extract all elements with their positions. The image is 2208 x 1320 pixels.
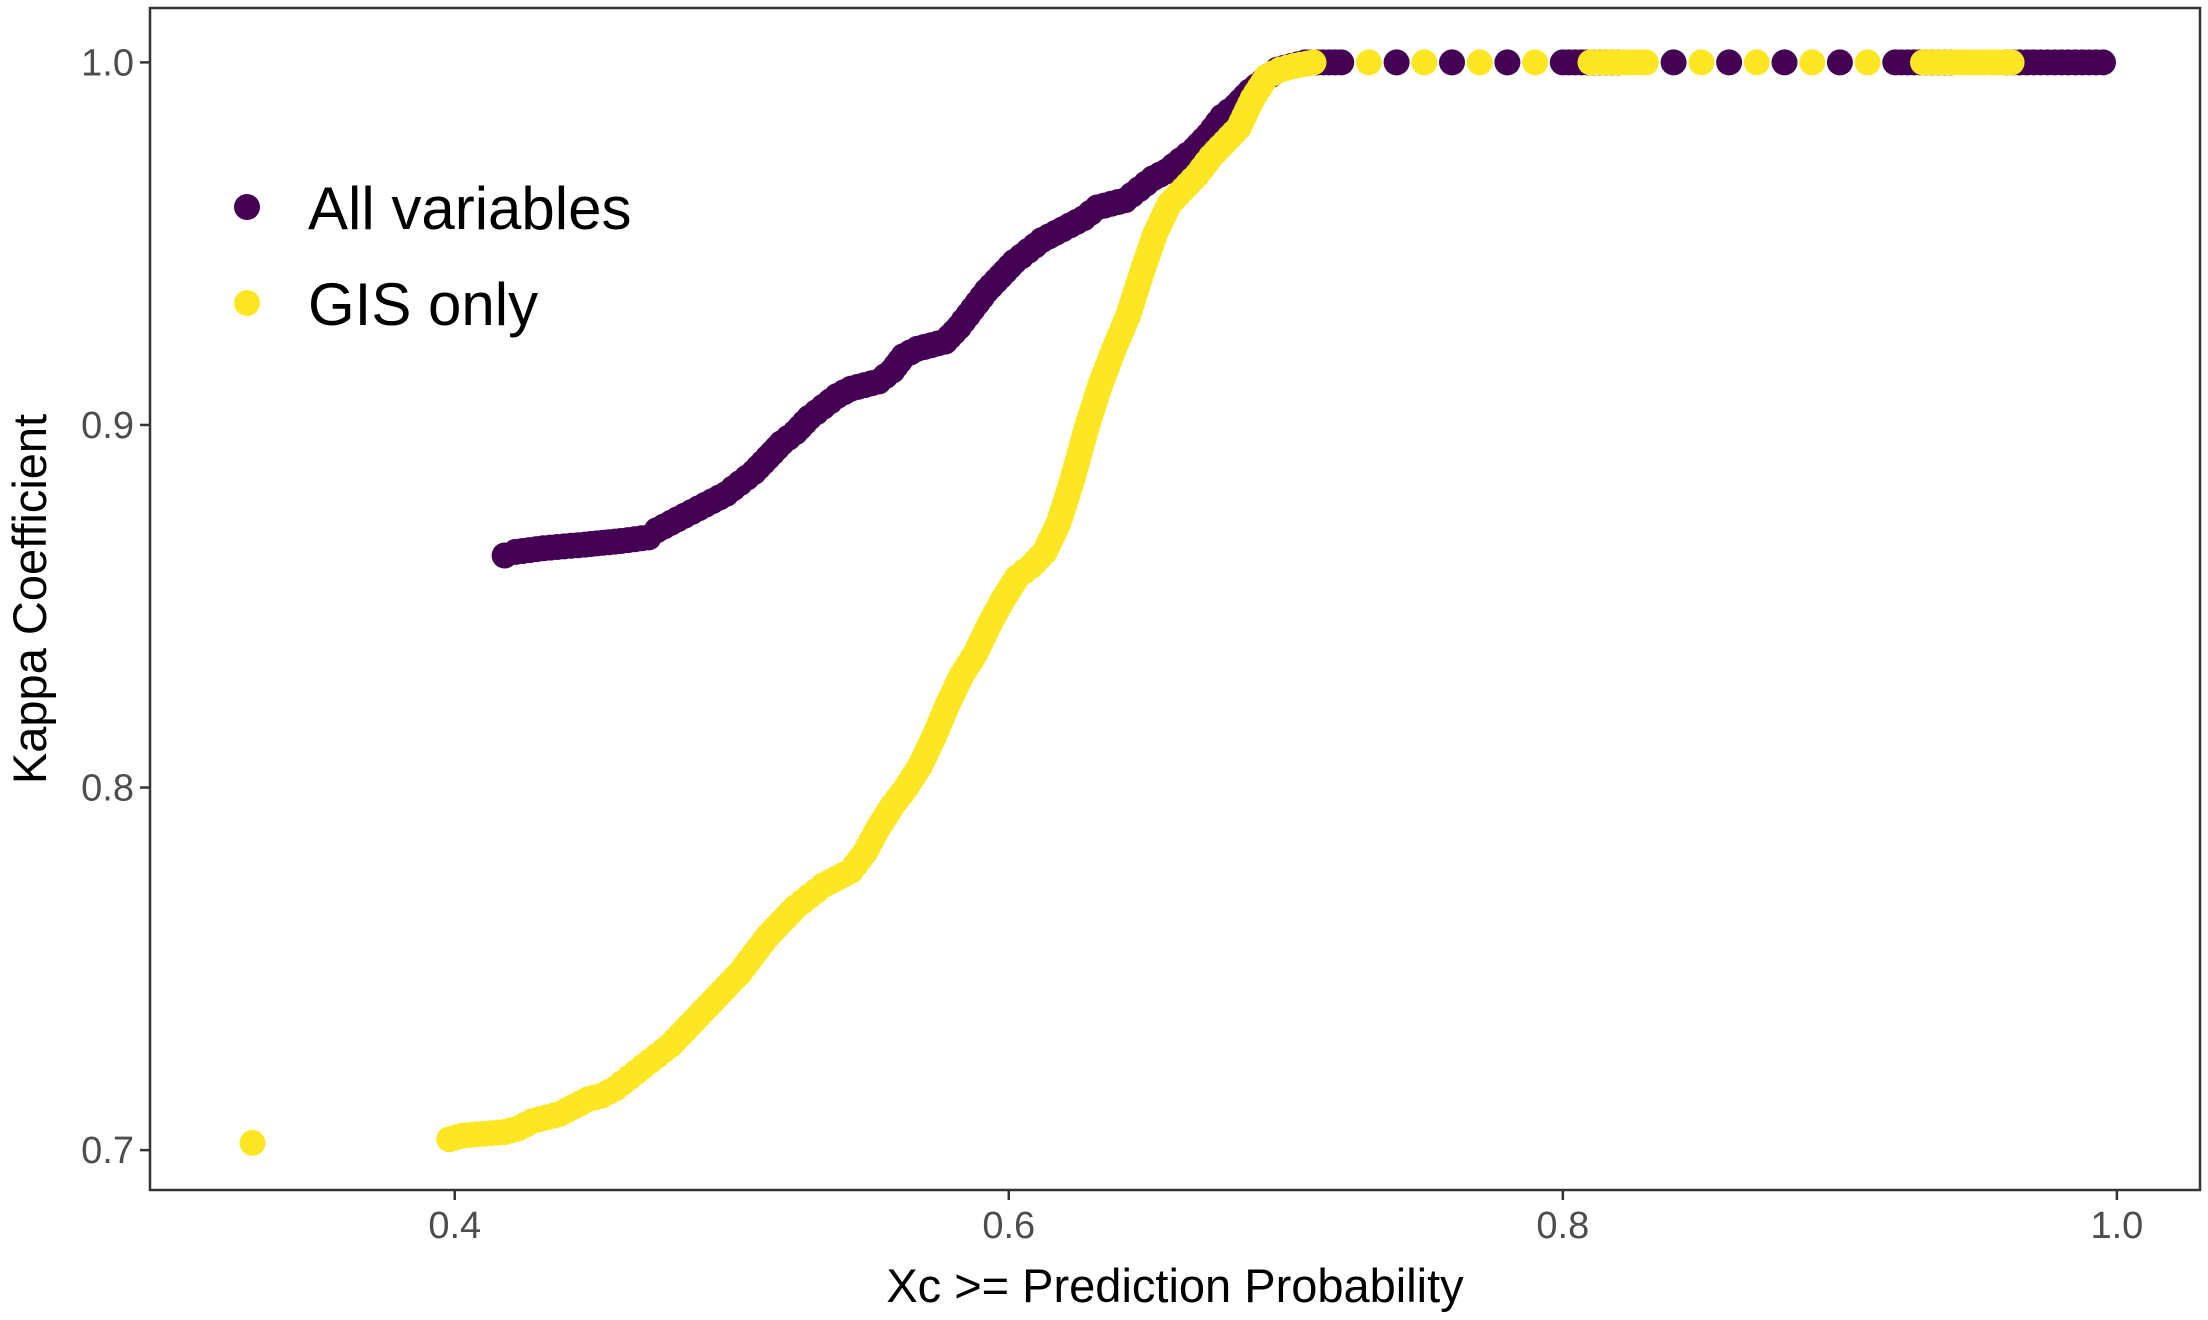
data-point (1383, 49, 1410, 76)
data-point (1411, 49, 1438, 76)
x-axis: 0.4 0.6 0.8 1.0 (428, 1190, 2143, 1247)
data-point (239, 1129, 266, 1156)
legend: All variables GIS only (234, 175, 631, 338)
y-axis: 0.7 0.8 0.9 1.0 (81, 42, 150, 1172)
x-axis-title: Xc >= Prediction Probability (886, 1259, 1464, 1312)
data-point (1355, 49, 1382, 76)
data-point (1300, 49, 1327, 76)
legend-key-gis-only (234, 290, 260, 316)
data-point (1632, 49, 1659, 76)
data-point (2090, 49, 2116, 76)
x-tick-label: 0.4 (428, 1205, 481, 1247)
data-point (1328, 49, 1355, 76)
data-point (1716, 49, 1743, 76)
data-point (1826, 49, 1853, 76)
y-tick-label: 0.8 (81, 768, 134, 810)
y-tick-label: 1.0 (81, 42, 134, 84)
data-point (1439, 49, 1465, 76)
data-point (1688, 49, 1715, 76)
series-gis-only (239, 49, 2025, 1156)
data-point (1799, 49, 1826, 76)
x-tick-label: 0.6 (982, 1205, 1035, 1247)
legend-key-all-variables (234, 194, 260, 220)
legend-label-gis-only: GIS only (308, 271, 538, 338)
legend-label-all-variables: All variables (308, 175, 631, 242)
data-point (1771, 49, 1798, 76)
data-point (1743, 49, 1770, 76)
data-points (239, 49, 2116, 1156)
data-point (1466, 49, 1493, 76)
x-tick-label: 0.8 (1536, 1205, 1589, 1247)
data-point (1522, 49, 1549, 76)
data-point (1998, 49, 2025, 76)
data-point (1660, 49, 1687, 76)
data-point (1494, 49, 1521, 76)
plot-border (148, 6, 2202, 1192)
y-tick-label: 0.7 (81, 1130, 134, 1172)
data-point (1854, 49, 1881, 76)
x-tick-label: 1.0 (2090, 1205, 2143, 1247)
y-tick-label: 0.9 (81, 405, 134, 447)
y-axis-title: Kappa Coefficient (3, 414, 56, 784)
